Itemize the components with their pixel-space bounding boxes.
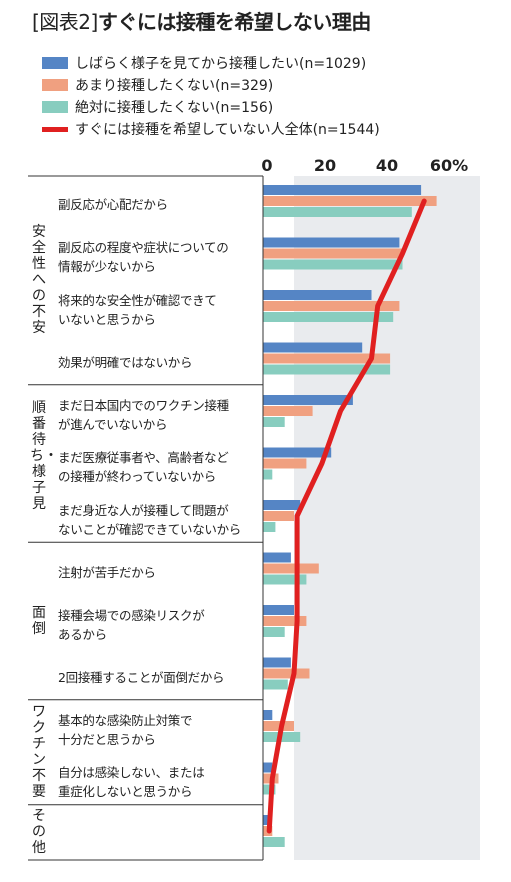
category-label: 2回接種することが面倒だから (58, 669, 225, 685)
bar (263, 406, 313, 416)
bar (263, 552, 291, 563)
grid-band (294, 176, 356, 860)
category-label: まだ日本国内でのワクチン接種 が進んでいないから (58, 397, 229, 432)
bar (263, 762, 273, 773)
bar (263, 657, 291, 668)
bar (263, 668, 310, 679)
legend-item: あまり接種したくない(n=329) (42, 74, 380, 96)
bar (263, 207, 412, 217)
bar (263, 395, 353, 405)
bar (263, 364, 391, 375)
grid-band (356, 176, 418, 860)
bar (263, 627, 285, 637)
category-label: 接種会場での感染リスクが あるから (58, 607, 205, 642)
bar (263, 196, 437, 206)
x-tick-label: 40 (376, 156, 398, 175)
category-label: 副反応の程度や症状についての 情報が少ないから (58, 240, 229, 274)
legend-swatch (42, 79, 68, 91)
category-label: 将来的な安全性が確認できて いないと思うから (58, 292, 217, 327)
category-label: 副反応が心配だから (58, 197, 168, 212)
bar (263, 616, 307, 626)
bar (263, 312, 394, 322)
x-tick-label: 60% (430, 156, 468, 175)
bar (263, 679, 288, 690)
bar (263, 237, 400, 248)
title-tag: [図表2] (32, 10, 98, 34)
bar (263, 500, 301, 510)
category-label: 効果が明確ではないから (58, 354, 193, 370)
legend-item: 絶対に接種したくない(n=156) (42, 96, 380, 118)
bar (263, 522, 276, 532)
bar (263, 511, 294, 521)
bar (263, 417, 285, 427)
title-main: すぐには接種を希望しない理由 (97, 10, 372, 34)
bar (263, 469, 273, 480)
x-tick-label: 20 (314, 156, 336, 175)
bar (263, 353, 391, 364)
bar (263, 563, 319, 574)
group-label: その他 (32, 808, 46, 857)
legend-swatch (42, 101, 68, 113)
bar (263, 837, 285, 847)
bar (263, 185, 422, 195)
bar (263, 342, 363, 353)
bar (263, 447, 332, 458)
category-label: 自分は感染しない、または 重症化しないと思うから (58, 765, 205, 799)
legend-label: すぐには接種を希望していない人全体(n=1544) (75, 122, 380, 138)
category-label: まだ身近な人が接種して問題が ないことが確認できていないから (58, 502, 242, 537)
legend-swatch (42, 57, 68, 69)
x-tick-label: 0 (261, 156, 272, 175)
bar (263, 458, 307, 469)
legend-item: すぐには接種を希望していない人全体(n=1544) (42, 118, 380, 140)
bar (263, 290, 372, 300)
category-label: 注射が苦手だから (58, 564, 156, 580)
chart-legend: しばらく様子を見てから接種したい(n=1029) あまり接種したくない(n=329… (42, 52, 380, 140)
bar (263, 301, 400, 311)
grid-band (418, 176, 480, 860)
bar (263, 605, 294, 615)
bar (263, 574, 307, 585)
legend-label: しばらく様子を見てから接種したい(n=1029) (75, 56, 367, 72)
group-label: 面倒 (32, 605, 46, 637)
bar (263, 710, 273, 720)
legend-swatch (42, 126, 68, 132)
legend-label: あまり接種したくない(n=329) (75, 78, 274, 94)
chart-title: [図表2]すぐには接種を希望しない理由 (32, 6, 371, 35)
group-label: 安全性への不安 (32, 224, 46, 337)
legend-item: しばらく様子を見てから接種したい(n=1029) (42, 52, 380, 74)
group-label: ワクチン不要 (32, 704, 46, 801)
bar (263, 248, 403, 259)
category-label: 基本的な感染防止対策で 十分だと思うから (58, 712, 193, 747)
bar (263, 721, 294, 731)
bar (263, 815, 270, 825)
bar (263, 259, 403, 270)
group-label: 順番待ち・様子見 (30, 399, 58, 512)
category-label: まだ医療従事者や、高齢者など の接種が終わっていないから (58, 450, 229, 484)
legend-label: 絶対に接種したくない(n=156) (75, 100, 274, 116)
